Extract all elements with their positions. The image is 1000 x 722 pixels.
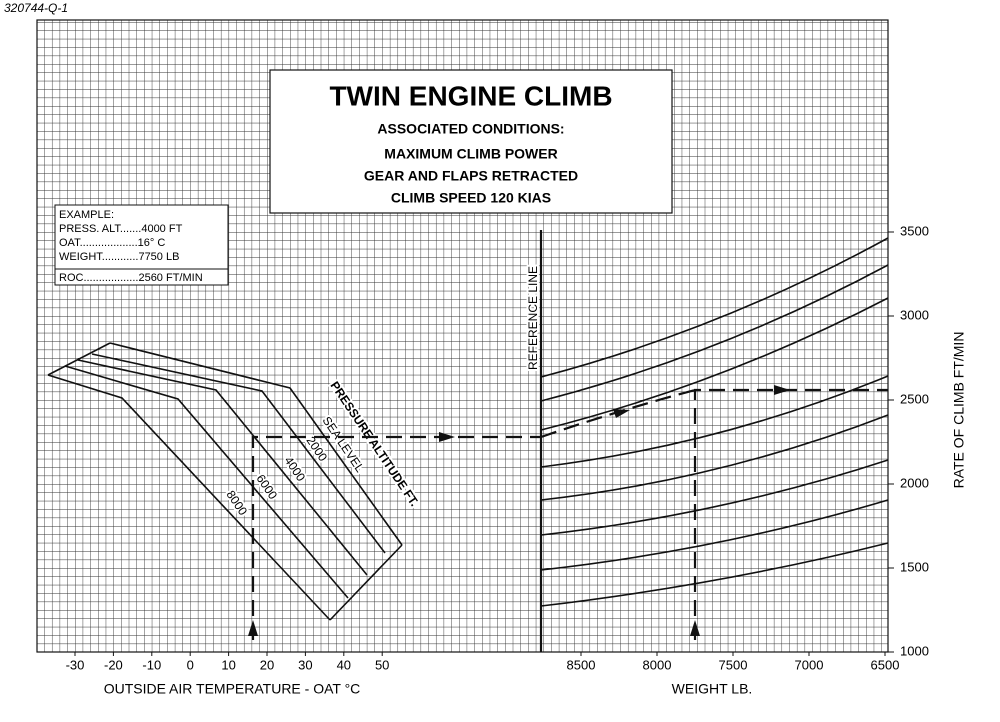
altitude-line [77,359,368,576]
example-line: OAT...................16° C [59,237,165,249]
weight-lines [540,237,889,607]
y-tick-label: 3000 [900,307,929,322]
x2-axis-label: WEIGHT LB. [672,681,753,697]
altitude-edge [329,544,403,621]
altitude-line [47,374,331,621]
x-tick-label: 20 [260,657,274,672]
weight-line [540,542,889,607]
altitude-line [109,342,403,546]
arrow [248,620,258,636]
x-axis-label: OUTSIDE AIR TEMPERATURE - OAT °C [104,681,361,697]
x-tick-label: -30 [66,657,85,672]
altitude-line [91,353,386,554]
figure-id: 320744-Q-1 [4,1,68,15]
weight-line [540,499,889,571]
weight-line [540,459,889,536]
example-line: WEIGHT............7750 LB [59,251,179,263]
example-box [54,204,229,286]
x2-tick-label: 8500 [567,657,596,672]
title-box [269,69,673,214]
altitude-lines [47,342,403,621]
arrow [439,432,455,442]
y-tick-label: 2000 [900,475,929,490]
y-tick-label: 2500 [900,391,929,406]
example-path [248,385,888,640]
arrow [613,409,630,418]
plot-frame [36,19,889,653]
x-tick-label: 10 [221,657,235,672]
reference-label: REFERENCE LINE [526,266,540,370]
x2-tick-label: 8000 [643,657,672,672]
weight-line [540,414,889,501]
y-tick-label: 1500 [900,559,929,574]
chart-title: TWIN ENGINE CLIMB [329,80,612,111]
arrow [690,620,700,636]
weight-line [540,237,889,378]
x2-tick-label: 7000 [795,657,824,672]
x2-tick-label: 6500 [871,657,900,672]
condition: MAXIMUM CLIMB POWER [384,146,557,162]
y-tick-label: 3500 [900,223,929,238]
weight-line [540,375,889,468]
condition: GEAR AND FLAPS RETRACTED [364,168,578,184]
y-tick-label: 1000 [900,643,929,658]
weight-line [540,297,889,431]
x2-tick-label: 7500 [719,657,748,672]
x-tick-label: 30 [298,657,312,672]
condition: CLIMB SPEED 120 KIAS [391,190,551,206]
example-dash [693,388,888,640]
example-line: PRESS. ALT.......4000 FT [59,223,183,235]
example-result: ROC..................2560 FT/MIN [59,272,203,284]
example-heading: EXAMPLE: [59,209,114,221]
conditions-title: ASSOCIATED CONDITIONS: [377,121,564,137]
bottom-area [0,653,1000,722]
x-tick-label: -10 [142,657,161,672]
x-tick-label: 40 [337,657,351,672]
altitude-line [64,365,349,599]
x-tick-label: 50 [375,657,389,672]
altitude-edge [47,342,111,376]
x-tick-label: 0 [187,657,194,672]
y-axis-label: RATE OF CLIMB FT/MIN [951,332,967,489]
x-tick-label: -20 [104,657,123,672]
weight-line [540,264,889,402]
arrow [774,385,790,395]
